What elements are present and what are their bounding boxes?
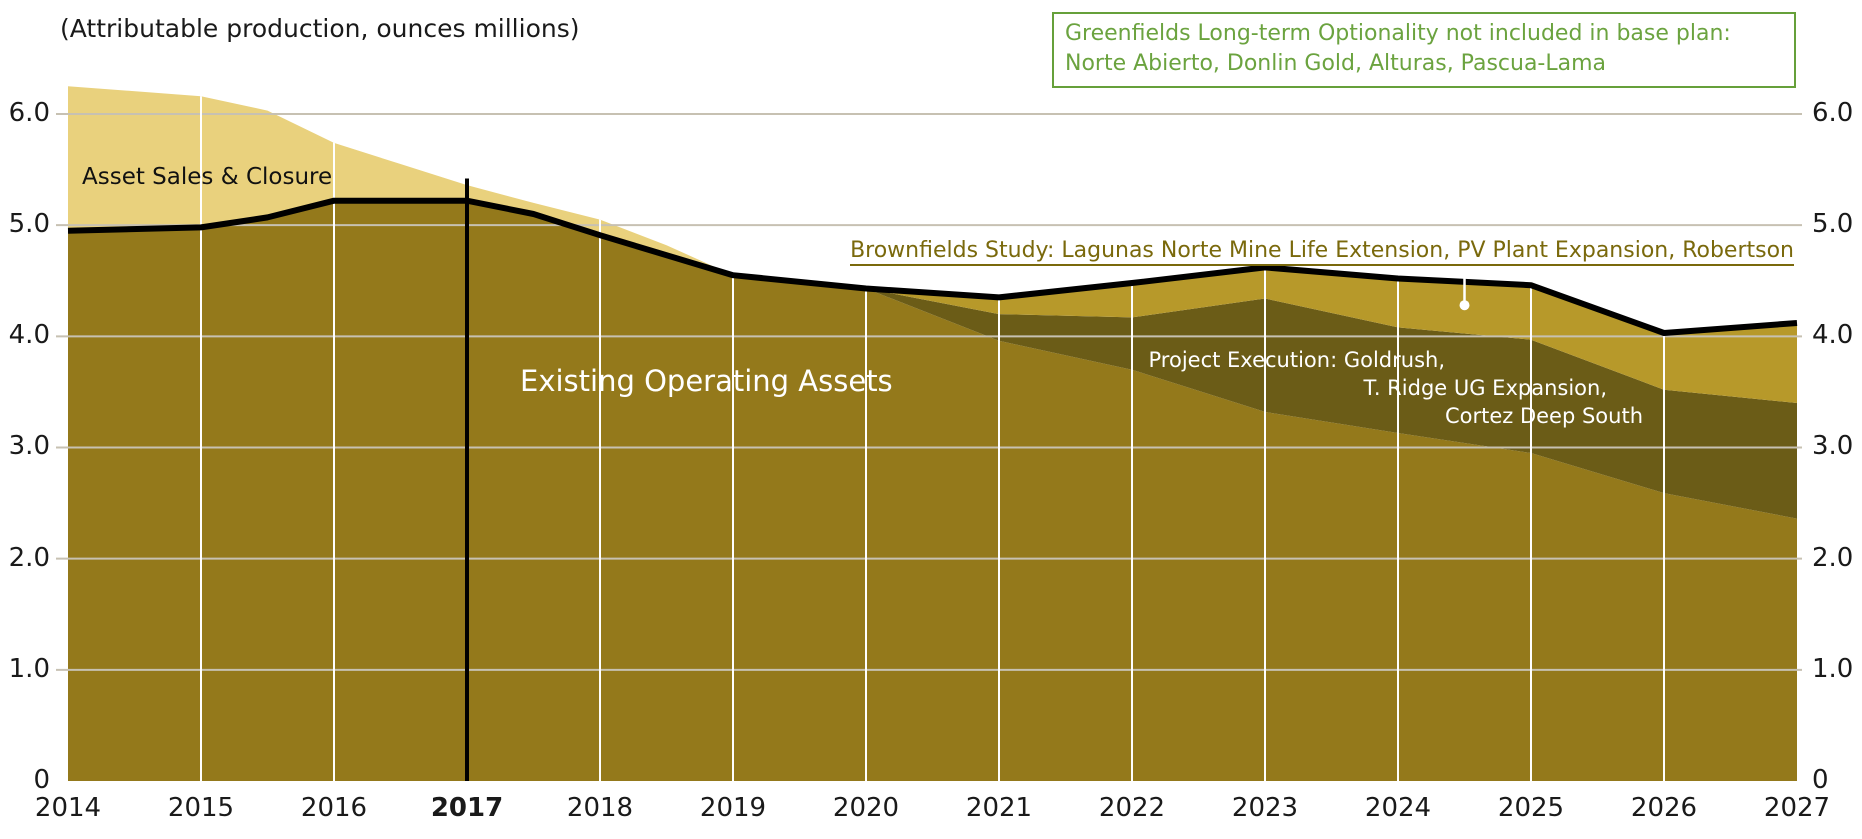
y-axis-label-right: 1.0 <box>1812 653 1854 684</box>
chart-title: (Attributable production, ounces million… <box>60 14 580 43</box>
x-axis-label-2014: 2014 <box>34 793 102 823</box>
x-axis-label-2021: 2021 <box>965 793 1033 823</box>
project-execution-line-1: Project Execution: Goldrush, <box>1148 348 1445 372</box>
y-axis-label-left: 0 <box>33 765 50 795</box>
y-axis-label-left: 4.0 <box>8 320 50 351</box>
y-axis-label-right: 3.0 <box>1812 431 1854 462</box>
y-axis-label-right: 0 <box>1812 765 1829 795</box>
greenfields-line-1: Greenfields Long-term Optionality not in… <box>1065 21 1731 46</box>
x-axis-label-2017: 2017 <box>430 793 504 823</box>
x-axis-label-2018: 2018 <box>566 793 634 823</box>
y-axis-label-left: 5.0 <box>8 209 50 240</box>
y-axis-label-left: 2.0 <box>8 542 50 573</box>
y-axis-label-left: 1.0 <box>8 653 50 684</box>
y-axis-label-right: 2.0 <box>1812 542 1854 573</box>
annotation-greenfields-box: Greenfields Long-term Optionality not in… <box>1052 12 1796 88</box>
x-axis-label-2022: 2022 <box>1098 793 1166 823</box>
project-execution-line-3: Cortez Deep South <box>1444 404 1643 428</box>
x-axis-label-2015: 2015 <box>167 793 235 823</box>
y-axis-label-left: 6.0 <box>8 97 50 128</box>
project-execution-line-2: T. Ridge UG Expansion, <box>1363 376 1608 400</box>
greenfields-line-2: Norte Abierto, Donlin Gold, Alturas, Pas… <box>1065 51 1607 76</box>
y-axis-label-right: 5.0 <box>1812 209 1854 240</box>
y-axis-label-right: 4.0 <box>1812 320 1854 351</box>
x-axis-label-2024: 2024 <box>1364 793 1432 823</box>
area-brownfields-study <box>866 267 1797 403</box>
area-label-existing-operating-assets: Existing Operating Assets <box>520 364 893 398</box>
x-axis-label-2025: 2025 <box>1497 793 1565 823</box>
x-axis-label-2027: 2027 <box>1763 793 1831 823</box>
x-axis-label-2023: 2023 <box>1231 793 1299 823</box>
x-axis-label-2026: 2026 <box>1630 793 1698 823</box>
area-label-project-execution: Project Execution: Goldrush, T. Ridge UG… <box>1149 346 1643 430</box>
area-asset-sales-closure <box>68 86 733 276</box>
area-label-asset-sales: Asset Sales & Closure <box>82 164 333 190</box>
brownfields-leader-dot <box>1459 300 1470 311</box>
area-project-execution <box>866 288 1797 519</box>
area-existing-operating-assets <box>68 200 1797 781</box>
y-axis-label-right: 6.0 <box>1812 97 1854 128</box>
x-axis-label-2016: 2016 <box>300 793 368 823</box>
x-axis-label-2019: 2019 <box>699 793 767 823</box>
annotation-brownfields-study: Brownfields Study: Lagunas Norte Mine Li… <box>850 238 1794 266</box>
y-axis-label-left: 3.0 <box>8 431 50 462</box>
x-axis-label-2020: 2020 <box>832 793 900 823</box>
